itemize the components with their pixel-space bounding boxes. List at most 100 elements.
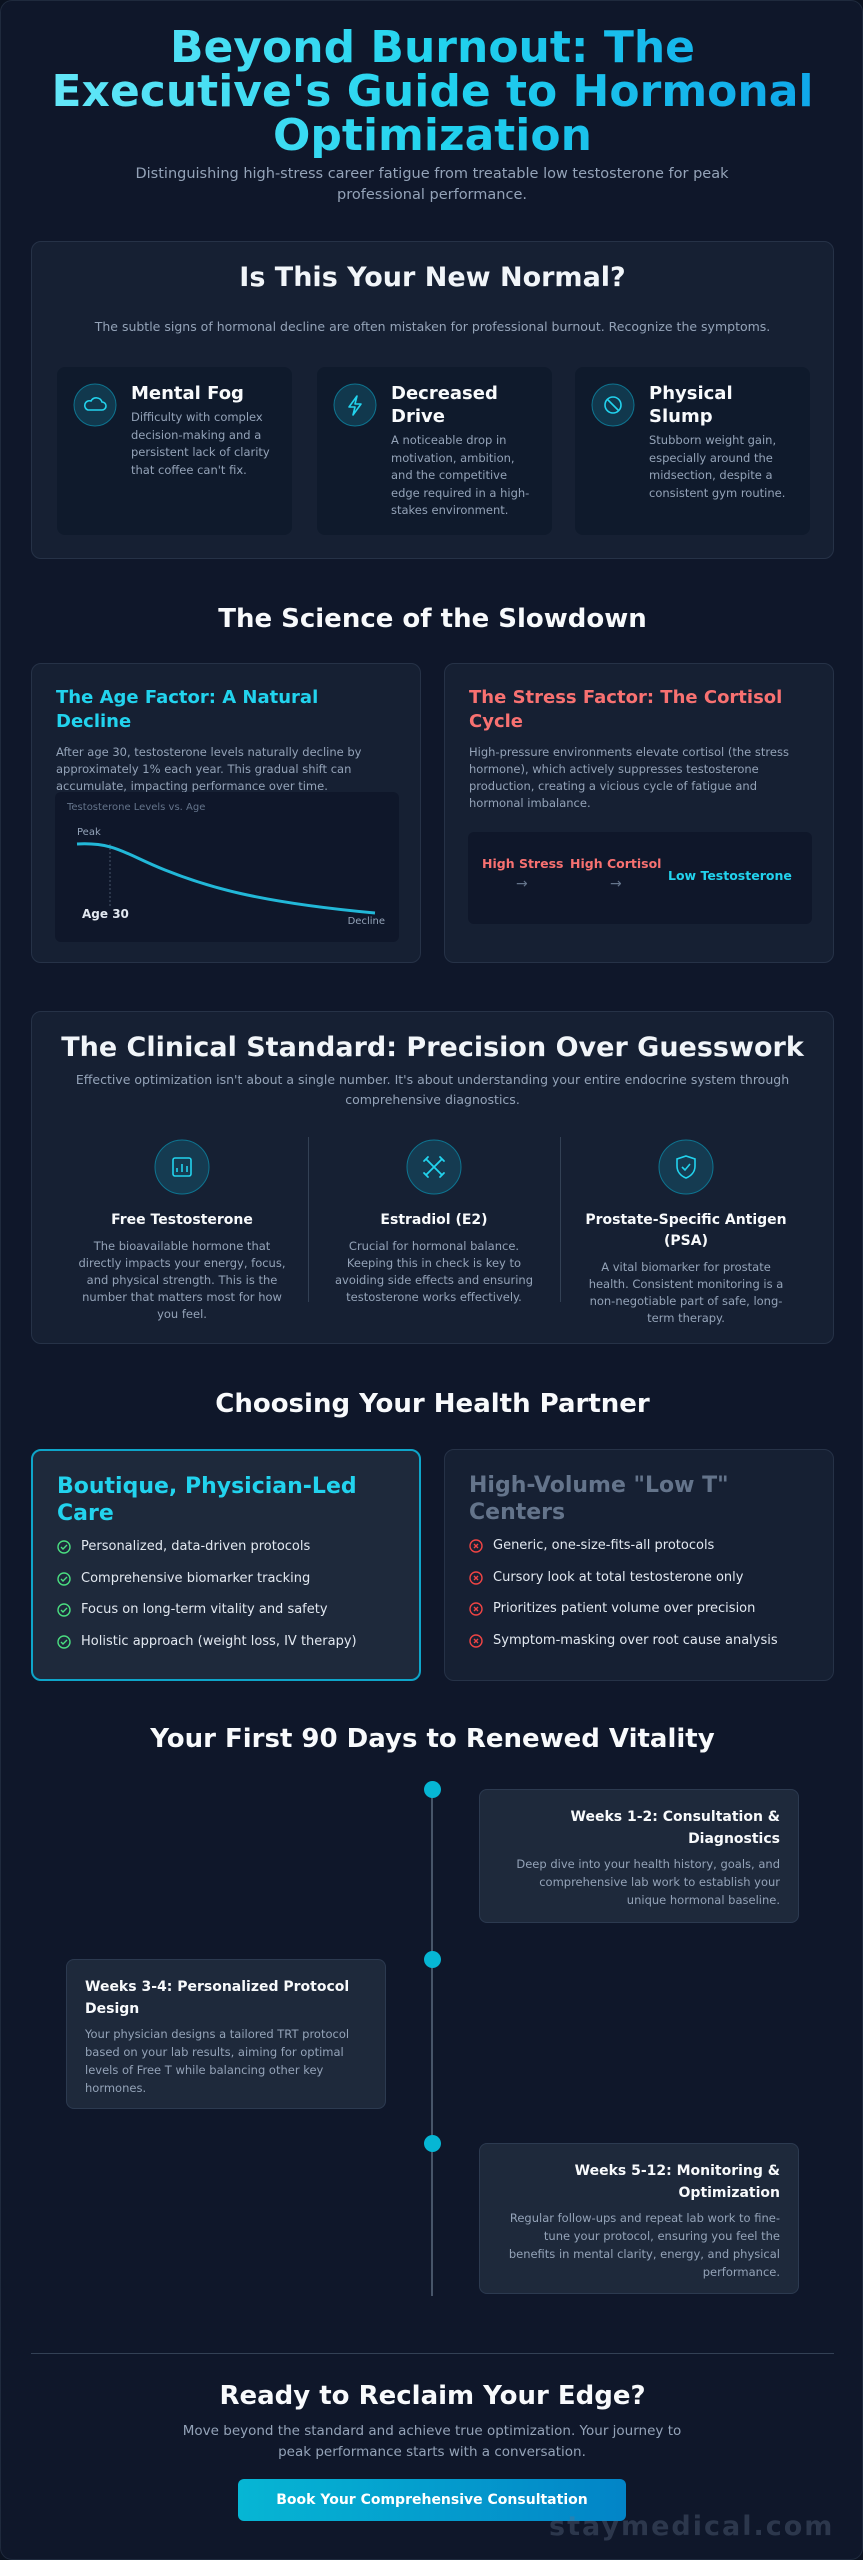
card-text: High-pressure environments elevate corti…: [469, 745, 789, 810]
section-title: Is This Your New Normal?: [239, 262, 626, 293]
timeline-dot: [424, 1781, 441, 1798]
timeline-step: Weeks 5-12: Monitoring & Optimization Re…: [479, 2143, 799, 2294]
step-text: Deep dive into your health history, goal…: [516, 1857, 780, 1907]
timeline-step: Weeks 3-4: Personalized Protocol Design …: [66, 1959, 386, 2109]
feature: Holistic approach (weight loss, IV thera…: [57, 1634, 395, 1666]
feature-text: Generic, one-size-fits-all protocols: [493, 1538, 715, 1553]
card-title: Boutique, Physician-Led Care: [57, 1474, 357, 1526]
feature-text: Comprehensive biomarker tracking: [81, 1570, 311, 1586]
marker-text: The bioavailable hormone that directly i…: [78, 1239, 286, 1321]
section-intro: Effective optimization isn't about a sin…: [75, 1072, 790, 1107]
cortisol-flow: High Stress → High Cortisol → Low Testos…: [468, 832, 812, 924]
arrow: →: [610, 876, 622, 892]
icon: [73, 383, 117, 427]
symptom-title: Physical Slump: [649, 383, 733, 427]
check-icon: [57, 1540, 71, 1554]
cta-title: Ready to Reclaim Your Edge?: [219, 2381, 646, 2411]
icon: [406, 1139, 462, 1195]
check-icon: [57, 1571, 71, 1586]
section-title: Your First 90 Days to Renewed Vitality: [150, 1724, 715, 1754]
card-title: The Stress Factor: The Cortisol Cycle: [469, 687, 783, 732]
chart-title: Testosterone Levels vs. Age: [67, 802, 206, 813]
marker-text: A vital biomarker for prostate health. C…: [588, 1260, 784, 1325]
timeline-line: [431, 1791, 433, 2296]
feature-text: Prioritizes patient volume over precisio…: [493, 1601, 756, 1616]
step-text: Your physician designs a tailored TRT pr…: [85, 2027, 350, 2095]
symptom-text: Stubborn weight gain, especially around …: [649, 433, 786, 500]
symptom-text: A noticeable drop in motivation, ambitio…: [391, 433, 530, 517]
timeline-dot: [424, 2135, 441, 2152]
marker-title: Free Testosterone: [111, 1212, 253, 1228]
flow-step: High Stress: [482, 856, 564, 871]
marker-text: Crucial for hormonal balance. Keeping th…: [334, 1239, 534, 1304]
divider: [31, 2353, 834, 2354]
card-text: After age 30, testosterone levels natura…: [56, 745, 362, 793]
marker-title: Estradiol (E2): [380, 1212, 488, 1228]
cta-text: Move beyond the standard and achieve tru…: [182, 2423, 682, 2460]
icon: [591, 383, 635, 427]
symptom-text: Difficulty with complex decision-making …: [131, 410, 270, 477]
divider: [560, 1137, 561, 1302]
section-title: The Clinical Standard: Precision Over Gu…: [61, 1032, 804, 1063]
marker-title: Prostate-Specific Antigen (PSA): [585, 1212, 787, 1249]
marker-column: Prostate-Specific Antigen (PSA) A vital …: [560, 1132, 812, 1327]
arrow: →: [516, 876, 528, 892]
feature: Focus on long-term vitality and safety: [57, 1602, 395, 1634]
marker-column: Estradiol (E2) Crucial for hormonal bala…: [308, 1132, 560, 1306]
marker-column: Free Testosterone The bioavailable hormo…: [56, 1132, 308, 1323]
feature: Cursory look at total testosterone only: [469, 1570, 809, 1602]
divider: [308, 1137, 309, 1302]
card-title: The Age Factor: A Natural Decline: [56, 687, 319, 732]
flow-step: High Cortisol: [570, 856, 662, 871]
feature-text: Symptom-masking over root cause analysis: [493, 1632, 778, 1648]
symptom-title: Mental Fog: [131, 383, 244, 404]
decline-curve: [76, 842, 376, 915]
stress-card: The Stress Factor: The Cortisol Cycle Hi…: [444, 663, 834, 963]
section-title: Choosing Your Health Partner: [215, 1389, 650, 1419]
feature: Prioritizes patient volume over precisio…: [469, 1601, 809, 1633]
symptom-card: Decreased Drive A noticeable drop in mot…: [317, 367, 552, 535]
step-text: Regular follow-ups and repeat lab work t…: [508, 2211, 780, 2279]
decline-label: Decline: [347, 916, 385, 927]
section-title: The Science of the Slowdown: [218, 604, 647, 634]
x-icon: [469, 1539, 483, 1553]
feature-list: Personalized, data-driven protocols Comp…: [57, 1539, 395, 1665]
peak-label: Peak: [77, 827, 101, 838]
age-label: Age 30: [82, 907, 129, 921]
clinical-section: The Clinical Standard: Precision Over Gu…: [31, 1011, 834, 1344]
feature: Generic, one-size-fits-all protocols: [469, 1538, 809, 1570]
timeline-dot: [424, 1951, 441, 1968]
symptom-title: Decreased Drive: [391, 383, 498, 427]
subtitle: Distinguishing high-stress career fatigu…: [135, 166, 729, 203]
icon: [658, 1139, 714, 1195]
check-icon: [57, 1634, 71, 1649]
bad-card: High-Volume "Low T" Centers Generic, one…: [444, 1449, 834, 1681]
symptom-card: Mental Fog Difficulty with complex decis…: [57, 367, 292, 535]
card-title: High-Volume "Low T" Centers: [469, 1473, 729, 1525]
cta-button[interactable]: Book Your Comprehensive Consultation: [238, 2479, 626, 2521]
feature: Personalized, data-driven protocols: [57, 1539, 395, 1571]
step-title: Weeks 1-2: Consultation & Diagnostics: [570, 1809, 780, 1847]
age-card: The Age Factor: A Natural Decline After …: [31, 663, 421, 963]
feature-text: Focus on long-term vitality and safety: [81, 1602, 328, 1617]
feature-text: Personalized, data-driven protocols: [81, 1539, 311, 1554]
symptom-card: Physical Slump Stubborn weight gain, esp…: [575, 367, 810, 535]
symptoms-section: Is This Your New Normal? The subtle sign…: [31, 241, 834, 559]
timeline-step: Weeks 1-2: Consultation & Diagnostics De…: [479, 1789, 799, 1923]
icon: [333, 383, 377, 427]
feature-list: Generic, one-size-fits-all protocols Cur…: [469, 1538, 809, 1664]
step-title: Weeks 3-4: Personalized Protocol Design: [85, 1979, 350, 2017]
x-icon: [469, 1633, 483, 1648]
check-icon: [57, 1603, 71, 1617]
feature-text: Holistic approach (weight loss, IV thera…: [81, 1633, 357, 1649]
page-title: Beyond Burnout: The Executive's Guide to…: [31, 26, 834, 158]
step-title: Weeks 5-12: Monitoring & Optimization: [574, 2163, 780, 2201]
feature-text: Cursory look at total testosterone only: [493, 1569, 744, 1585]
watermark: staymedical.com: [549, 2511, 835, 2542]
feature: Comprehensive biomarker tracking: [57, 1571, 395, 1603]
feature: Symptom-masking over root cause analysis: [469, 1633, 809, 1665]
age-chart: Testosterone Levels vs. Age Peak Age 30 …: [55, 792, 399, 942]
icon: [154, 1139, 210, 1195]
section-intro: The subtle signs of hormonal decline are…: [94, 319, 771, 334]
